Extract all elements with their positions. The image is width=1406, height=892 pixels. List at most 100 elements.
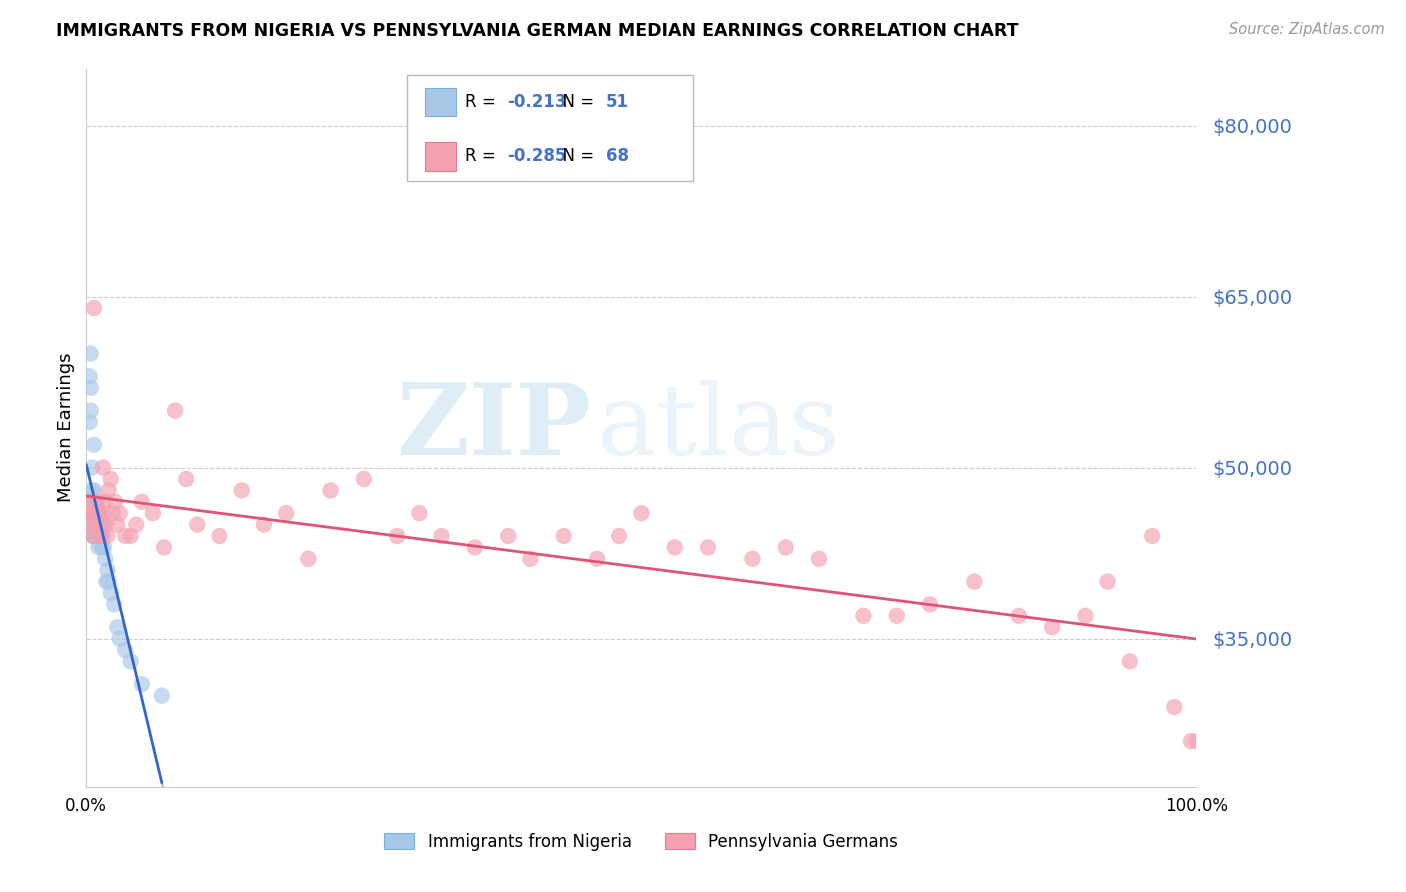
Point <box>105 620 128 634</box>
Point <box>89 506 111 520</box>
Point <box>86 495 108 509</box>
Point <box>93 541 115 555</box>
Point <box>96 529 118 543</box>
Point <box>90 529 112 543</box>
Point <box>80 460 103 475</box>
Text: Source: ZipAtlas.com: Source: ZipAtlas.com <box>1229 22 1385 37</box>
Point <box>77 506 100 520</box>
Point <box>1040 620 1063 634</box>
Point <box>96 574 118 589</box>
Point <box>90 529 112 543</box>
Point <box>84 529 107 543</box>
Text: -0.285: -0.285 <box>508 147 567 165</box>
Point <box>519 551 541 566</box>
Point <box>79 517 101 532</box>
Point <box>83 438 105 452</box>
Point <box>120 529 142 543</box>
Text: N =: N = <box>553 147 599 165</box>
Text: ZIP: ZIP <box>396 379 592 476</box>
Point <box>86 517 108 532</box>
Point <box>886 608 908 623</box>
Point <box>97 483 120 498</box>
Point <box>105 517 128 532</box>
Point <box>83 301 105 315</box>
Point <box>84 495 107 509</box>
Point <box>86 529 108 543</box>
Point <box>664 541 686 555</box>
Point <box>100 586 122 600</box>
Point <box>79 415 101 429</box>
Point <box>87 541 110 555</box>
Point <box>89 529 111 543</box>
Point <box>108 632 131 646</box>
Point <box>165 403 187 417</box>
Point <box>963 574 986 589</box>
Legend: Immigrants from Nigeria, Pennsylvania Germans: Immigrants from Nigeria, Pennsylvania Ge… <box>378 826 905 857</box>
Text: N =: N = <box>553 93 599 112</box>
Point <box>83 506 105 520</box>
Point <box>80 381 103 395</box>
Point <box>1008 608 1031 623</box>
Point <box>276 506 298 520</box>
Point <box>96 517 118 532</box>
Point <box>808 551 831 566</box>
Point <box>297 551 319 566</box>
Text: R =: R = <box>465 93 501 112</box>
Point <box>86 506 108 520</box>
Point <box>918 598 941 612</box>
Point <box>89 506 111 520</box>
Point <box>84 517 107 532</box>
Point <box>353 472 375 486</box>
Point <box>80 403 103 417</box>
Point <box>84 517 107 532</box>
Point <box>108 506 131 520</box>
Point <box>1185 734 1208 748</box>
Point <box>90 517 112 532</box>
Y-axis label: Median Earnings: Median Earnings <box>58 353 75 502</box>
Point <box>153 541 176 555</box>
Point <box>114 643 136 657</box>
Point <box>82 529 104 543</box>
Point <box>131 677 153 691</box>
Text: atlas: atlas <box>598 380 839 475</box>
Point <box>97 574 120 589</box>
Point <box>82 529 104 543</box>
Point <box>94 551 117 566</box>
Point <box>1074 608 1097 623</box>
Point <box>100 472 122 486</box>
Point <box>553 529 575 543</box>
Point <box>208 529 231 543</box>
Point <box>84 506 107 520</box>
Point <box>1163 700 1185 714</box>
Point <box>84 495 107 509</box>
Point <box>1140 529 1163 543</box>
Text: 51: 51 <box>606 93 628 112</box>
Point <box>80 346 103 360</box>
Point <box>82 506 104 520</box>
Point <box>186 517 208 532</box>
Point <box>607 529 630 543</box>
Point <box>697 541 720 555</box>
Point <box>775 541 797 555</box>
Point <box>93 506 115 520</box>
Point <box>90 517 112 532</box>
Point <box>96 563 118 577</box>
Point <box>80 483 103 498</box>
Point <box>1119 654 1142 668</box>
Text: R =: R = <box>465 147 501 165</box>
Point <box>101 506 124 520</box>
Point <box>94 495 117 509</box>
Point <box>104 495 127 509</box>
Point <box>87 529 110 543</box>
Point <box>120 654 142 668</box>
Point <box>852 608 875 623</box>
Point <box>464 541 486 555</box>
Point <box>150 689 173 703</box>
Point <box>77 495 100 509</box>
Text: -0.213: -0.213 <box>508 93 567 112</box>
Point <box>79 369 101 384</box>
Point <box>80 495 103 509</box>
Point <box>319 483 342 498</box>
Point <box>496 529 519 543</box>
Point <box>83 495 105 509</box>
